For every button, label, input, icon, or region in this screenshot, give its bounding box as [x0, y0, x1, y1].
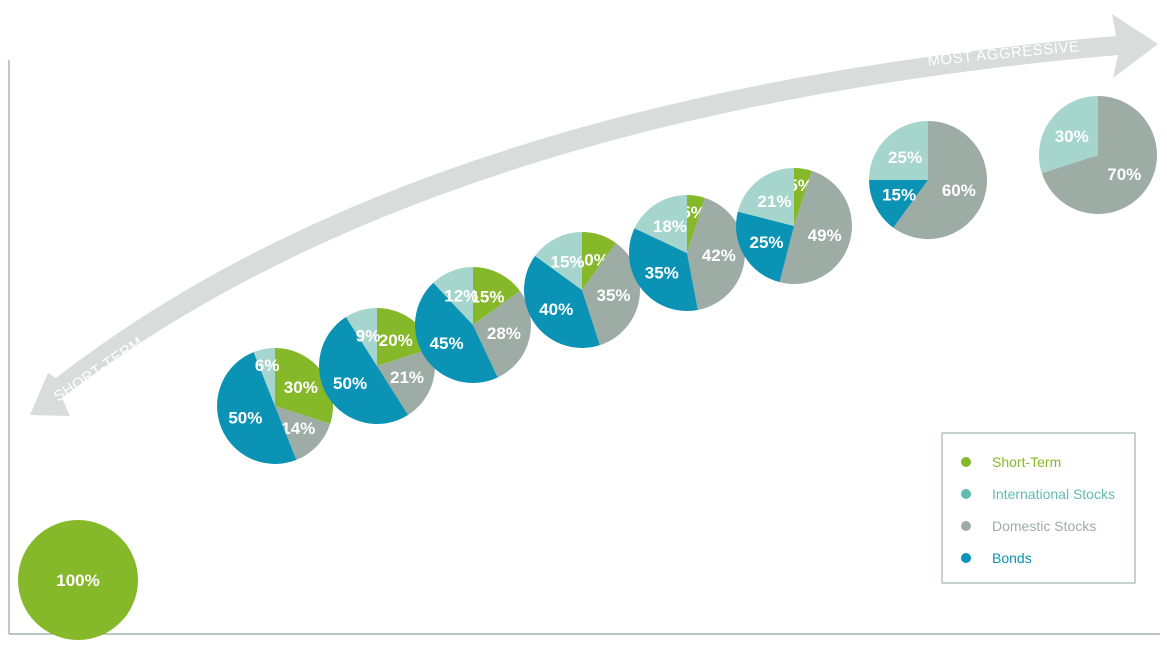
pie-6-slice-bonds [629, 228, 698, 311]
pie-portfolio-6: 5%42%35%18% [629, 195, 745, 311]
pie-2-slice-international [253, 348, 275, 406]
pie-1-label-short-term: 100% [56, 571, 99, 590]
pie-8-slice-domestic [893, 121, 987, 240]
pie-5-slice-domestic [582, 243, 640, 346]
pie-2-slice-short-term [275, 348, 333, 424]
pie-5-label-bonds: 40% [539, 300, 573, 319]
pie-6-slice-international [634, 195, 687, 253]
pie-4-slice-international [433, 267, 473, 325]
pie-8-slice-international [869, 121, 928, 180]
pie-9-slice-domestic [1041, 96, 1157, 214]
legend-box [941, 432, 1136, 584]
pie-portfolio-7: 5%49%25%21% [736, 168, 852, 284]
risk-arrow-shape [30, 14, 1158, 416]
portfolio-pies: 100%30%14%50%6%20%21%50%9%15%28%45%12%10… [18, 96, 1157, 640]
pie-6-label-bonds: 35% [645, 264, 679, 283]
pie-7-label-international: 21% [757, 192, 791, 211]
pie-4-label-international: 12% [444, 286, 478, 305]
pie-4-slice-short-term [473, 267, 520, 325]
pie-portfolio-9: 70% 30% [1039, 96, 1157, 214]
pie-1-slice-short-term [18, 520, 138, 640]
pie-7-slice-domestic [779, 170, 852, 284]
pie-2-label-bonds: 50% [228, 409, 262, 428]
pie-portfolio-3: 20% 21% 50% 9% [319, 308, 435, 424]
legend-dot-bonds [961, 553, 971, 563]
pie-2-label-domestic: 14% [281, 419, 315, 438]
legend-label-domestic: Domestic Stocks [992, 518, 1096, 534]
pie-3-slice-short-term [377, 308, 433, 366]
pie-portfolio-4: 15% 28% 45% 12% [415, 267, 531, 383]
pie-portfolio-8: 60% 15% 25% [869, 121, 987, 240]
pie-6-label-international: 18% [653, 217, 687, 236]
pie-2-label-international: 6% [255, 356, 280, 375]
arrow-start-label: SHORT-TERM [51, 333, 146, 405]
pie-7-slice-short-term [794, 168, 812, 226]
pie-7-slice-bonds [736, 211, 794, 283]
pie-5-slice-short-term [582, 232, 617, 290]
pie-8-label-international: 25% [888, 148, 922, 167]
pie-3-label-international: 9% [356, 326, 381, 345]
pie-3-slice-international [345, 308, 377, 366]
legend-dot-short-term [961, 457, 971, 467]
pie-7-slice-international [737, 168, 794, 226]
risk-arrow: SHORT-TERM MOST AGGRESSIVE [30, 14, 1158, 416]
pie-3-label-short-term: 20% [379, 331, 413, 350]
pie-3-label-domestic: 21% [390, 368, 424, 387]
pie-3-label-bonds: 50% [333, 374, 367, 393]
pie-2-slice-domestic [275, 406, 331, 460]
pie-4-slice-domestic [473, 290, 531, 378]
pie-2-label-short-term: 30% [284, 378, 318, 397]
pie-portfolio-5: 10%35%40%15% [524, 232, 640, 348]
pie-4-label-bonds: 45% [430, 334, 464, 353]
legend-label-international: International Stocks [992, 486, 1115, 502]
pie-8-slice-bonds [869, 180, 928, 228]
pie-9-slice-international [1039, 96, 1098, 174]
pie-6-label-domestic: 42% [702, 246, 736, 265]
pie-8-label-domestic: 60% [942, 181, 976, 200]
pie-4-slice-bonds [415, 282, 498, 383]
legend: Short-Term International Stocks Domestic… [941, 432, 1136, 584]
pie-3-slice-domestic [377, 348, 435, 415]
pie-6-slice-short-term [687, 195, 705, 253]
pie-portfolio-2: 30% 14% 50% 6% [217, 348, 333, 464]
pie-5-label-international: 15% [551, 253, 585, 272]
pie-5-slice-international [535, 232, 582, 290]
pie-3-slice-bonds [319, 317, 409, 424]
pie-5-slice-bonds [524, 255, 600, 348]
pie-5-label-domestic: 35% [596, 286, 630, 305]
legend-dot-international [961, 489, 971, 499]
chart-axes [8, 60, 1160, 635]
pie-7-label-bonds: 25% [750, 233, 784, 252]
pie-portfolio-1: 100% [18, 520, 138, 640]
legend-label-bonds: Bonds [992, 550, 1032, 566]
pie-4-label-short-term: 15% [470, 288, 504, 307]
pie-8-label-bonds: 15% [882, 186, 916, 205]
legend-label-short-term: Short-Term [992, 454, 1061, 470]
pie-7-label-domestic: 49% [808, 226, 842, 245]
legend-dot-domestic [961, 521, 971, 531]
pie-9-label-international: 30% [1055, 127, 1089, 146]
pie-6-slice-domestic [687, 197, 745, 310]
pie-2-slice-bonds [217, 352, 297, 464]
pie-4-label-domestic: 28% [487, 324, 521, 343]
pie-9-label-domestic: 70% [1107, 165, 1141, 184]
